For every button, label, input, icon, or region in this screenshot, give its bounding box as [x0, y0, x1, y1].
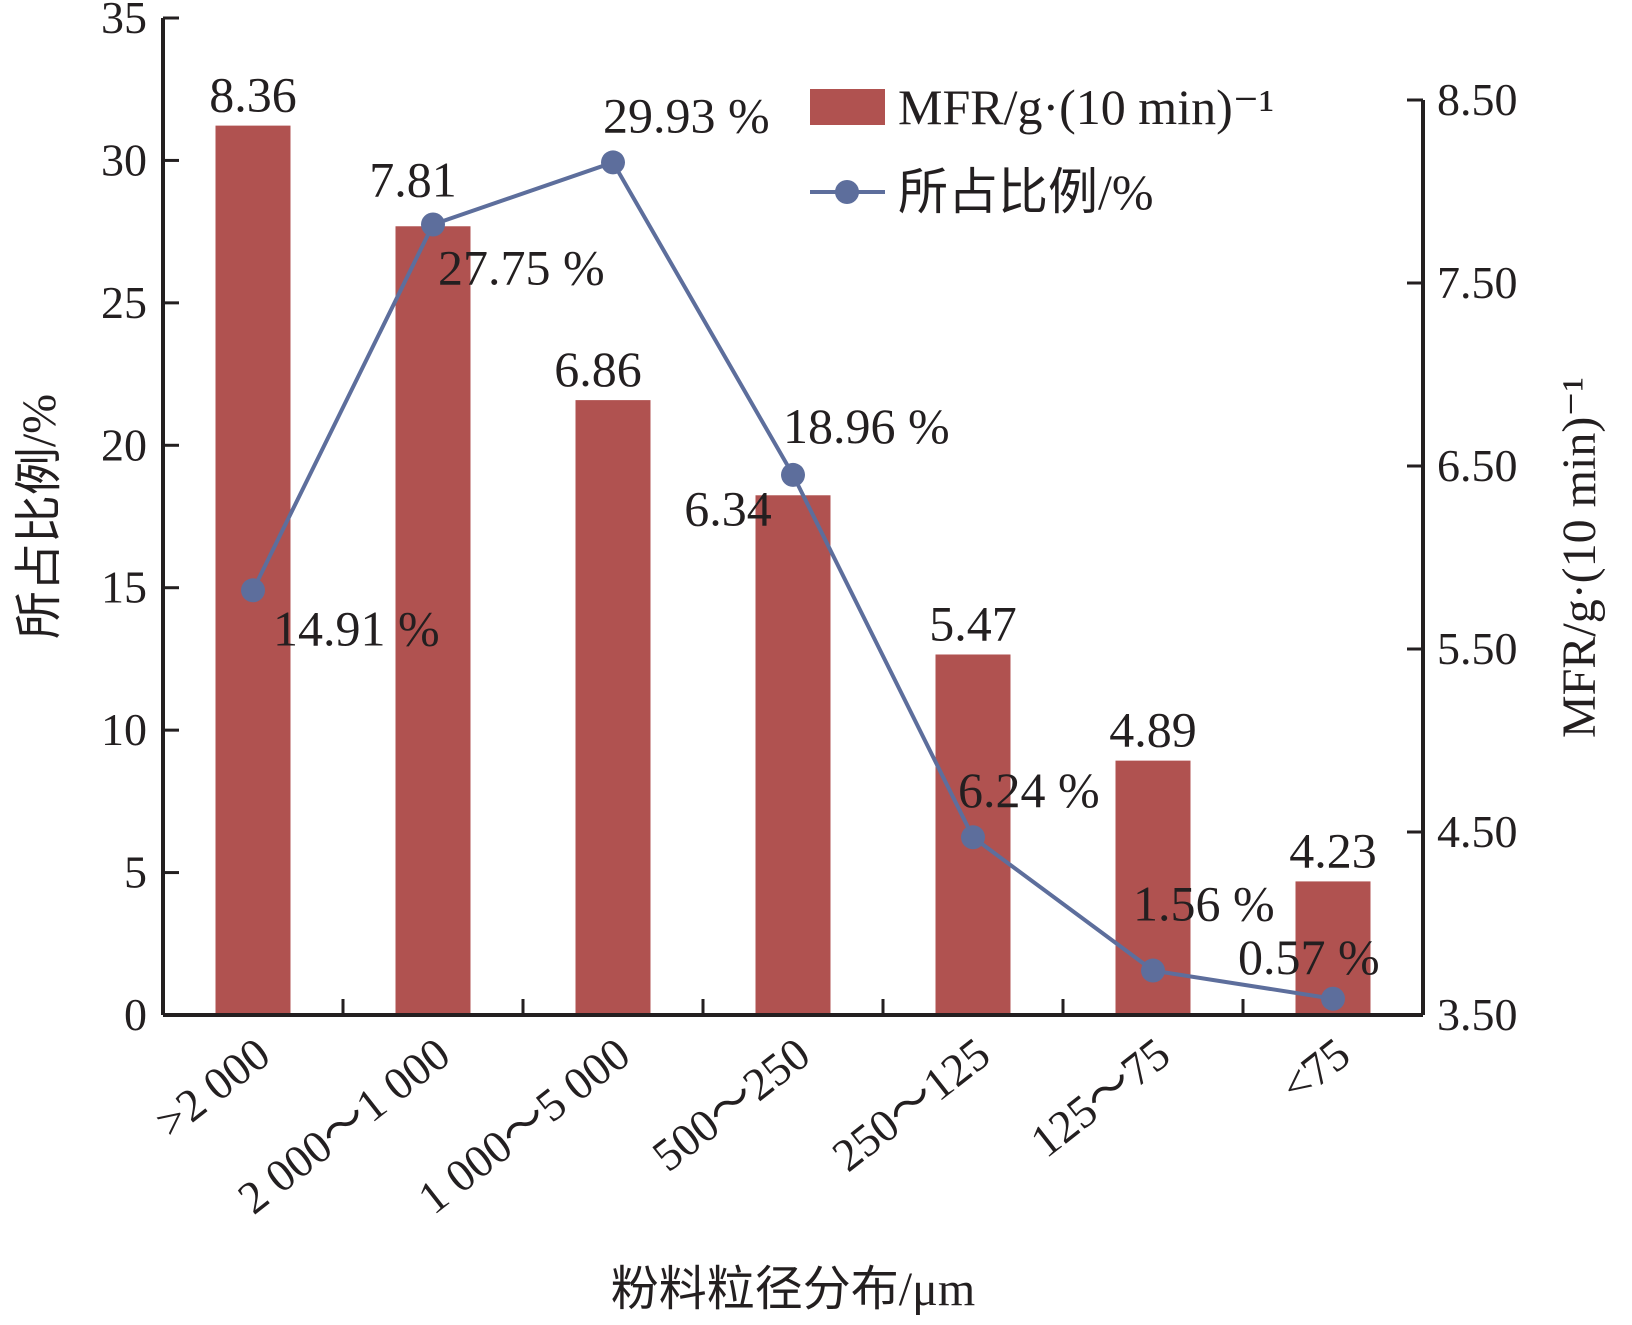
left-tick-label: 30	[101, 134, 147, 185]
right-tick-label: 6.50	[1437, 440, 1518, 491]
line-point	[781, 462, 805, 487]
line-value-label: 0.57 %	[1238, 929, 1380, 985]
legend-swatch-bar	[810, 89, 885, 125]
bar	[395, 226, 471, 1015]
x-axis-title: 粉料粒径分布/μm	[611, 1263, 975, 1316]
left-tick-label: 25	[101, 277, 147, 328]
line-value-label: 27.75 %	[438, 240, 605, 296]
legend: MFR/g·(10 min)⁻¹ 所占比例/%	[810, 79, 1274, 220]
line-value-label: 14.91 %	[273, 600, 440, 656]
line-point	[961, 825, 985, 850]
legend-swatch-marker	[835, 180, 859, 204]
left-tick-label: 0	[124, 989, 147, 1040]
right-y-axis-title: MFR/g·(10 min)⁻¹	[1553, 377, 1606, 738]
legend-label-line: 所占比例/%	[898, 164, 1154, 220]
left-tick-label: 35	[101, 0, 147, 43]
line-value-label: 6.24 %	[958, 762, 1100, 818]
data-labels: 8.36 7.81 6.86 6.34 5.47 4.89 4.23 14.91 % 27.75…	[209, 67, 1379, 985]
line-point	[1141, 958, 1165, 983]
line-value-label: 1.56 %	[1133, 876, 1275, 932]
bar	[575, 400, 651, 1015]
bar-value-label: 5.47	[929, 595, 1017, 651]
bar-value-label: 6.34	[684, 480, 772, 536]
right-tick-label: 3.50	[1437, 989, 1518, 1040]
left-tick-label: 20	[101, 419, 147, 470]
category-label: 500～250	[643, 1028, 819, 1181]
left-y-axis-title: 所占比例/%	[13, 394, 66, 639]
category-label: <75	[1271, 1028, 1359, 1112]
bar-value-label: 6.86	[554, 341, 642, 397]
line-point	[601, 150, 625, 175]
left-tick-label: 10	[101, 704, 147, 755]
bar-value-label: 7.81	[369, 151, 457, 207]
line-series	[241, 150, 1345, 1011]
line-point	[1321, 986, 1345, 1011]
left-tick-label: 5	[124, 847, 147, 898]
line-value-label: 29.93 %	[603, 87, 770, 143]
bar	[215, 125, 291, 1016]
bar-value-label: 4.89	[1109, 702, 1197, 758]
category-label: >2 000	[146, 1028, 279, 1148]
line-value-label: 18.96 %	[783, 398, 950, 454]
right-tick-label: 4.50	[1437, 806, 1518, 857]
bar-value-label: 4.23	[1289, 822, 1377, 878]
right-tick-label: 7.50	[1437, 257, 1518, 308]
right-tick-label: 5.50	[1437, 623, 1518, 674]
line-point	[241, 578, 265, 603]
line-point	[421, 212, 445, 237]
right-tick-label: 8.50	[1437, 74, 1518, 125]
category-label: 125～75	[1021, 1028, 1179, 1167]
bar-value-label: 8.36	[209, 67, 297, 123]
category-label: 250～125	[823, 1028, 999, 1181]
legend-label-bar: MFR/g·(10 min)⁻¹	[898, 79, 1274, 135]
bar	[755, 495, 831, 1015]
left-tick-label: 15	[101, 562, 147, 613]
axes	[161, 16, 1425, 1017]
